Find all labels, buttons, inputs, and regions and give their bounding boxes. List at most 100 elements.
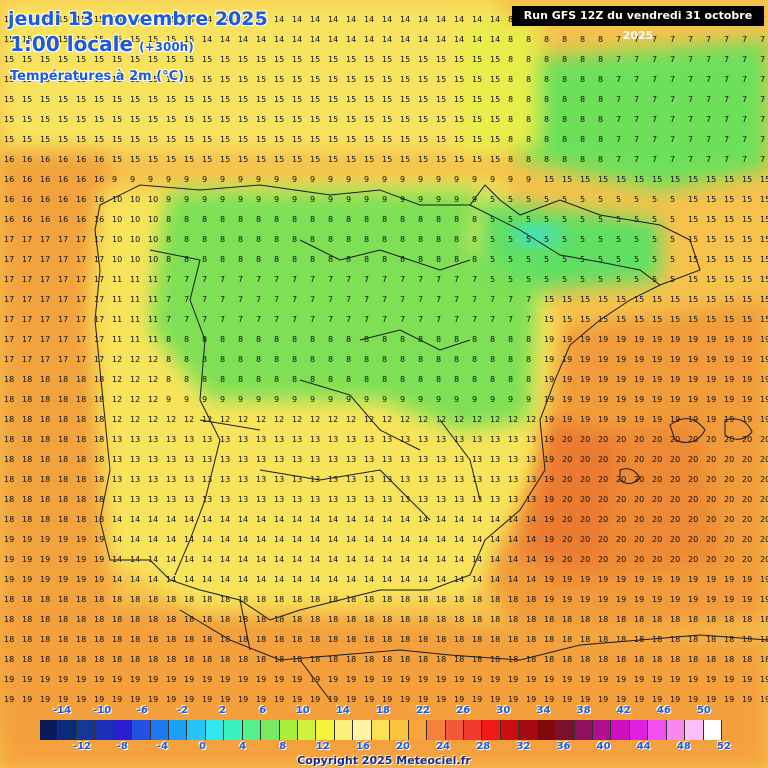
grid-temperature: 13 [526,475,536,484]
grid-temperature: 18 [688,655,698,664]
grid-temperature: 7 [652,35,657,44]
grid-temperature: 8 [400,215,405,224]
grid-temperature: 18 [22,395,32,404]
grid-temperature: 8 [472,255,477,264]
grid-temperature: 14 [400,575,410,584]
grid-temperature: 18 [724,615,734,624]
grid-temperature: 13 [130,435,140,444]
grid-temperature: 15 [94,15,104,24]
grid-temperature: 14 [148,555,158,564]
grid-temperature: 17 [4,255,14,264]
grid-temperature: 17 [76,315,86,324]
forecast-time: 1:00 locale (+300h) [10,32,194,56]
grid-temperature: 15 [94,35,104,44]
grid-temperature: 18 [58,595,68,604]
grid-temperature: 8 [526,135,531,144]
grid-temperature: 15 [112,35,122,44]
grid-temperature: 7 [706,115,711,124]
grid-temperature: 7 [616,155,621,164]
grid-temperature: 19 [760,355,768,364]
grid-temperature: 17 [4,335,14,344]
grid-temperature: 13 [328,495,338,504]
grid-temperature: 7 [670,75,675,84]
grid-temperature: 15 [472,115,482,124]
grid-temperature: 19 [634,395,644,404]
grid-temperature: 8 [382,215,387,224]
grid-temperature: 9 [472,395,477,404]
grid-temperature: 18 [76,415,86,424]
grid-temperature: 10 [148,235,158,244]
grid-temperature: 18 [94,435,104,444]
grid-temperature: 19 [472,695,482,704]
grid-temperature: 8 [598,75,603,84]
grid-temperature: 15 [76,115,86,124]
grid-temperature: 7 [616,115,621,124]
grid-temperature: 5 [490,255,495,264]
grid-temperature: 17 [94,335,104,344]
legend-swatch [611,720,630,740]
grid-temperature: 15 [400,135,410,144]
grid-temperature: 20 [598,555,608,564]
grid-temperature: 14 [166,535,176,544]
grid-temperature: 18 [580,635,590,644]
grid-temperature: 8 [526,75,531,84]
legend-swatch [648,720,667,740]
grid-temperature: 15 [328,75,338,84]
grid-temperature: 15 [382,55,392,64]
legend-label-bottom: 28 [476,741,491,752]
grid-temperature: 13 [346,475,356,484]
grid-temperature: 9 [418,175,423,184]
grid-temperature: 19 [580,675,590,684]
grid-temperature: 12 [328,415,338,424]
grid-temperature: 15 [130,55,140,64]
grid-temperature: 14 [508,575,518,584]
grid-temperature: 13 [310,435,320,444]
grid-temperature: 15 [184,135,194,144]
grid-temperature: 7 [418,275,423,284]
grid-temperature: 12 [130,355,140,364]
legend-label-top: -14 [53,705,72,716]
grid-temperature: 15 [58,75,68,84]
grid-temperature: 7 [742,135,747,144]
grid-temperature: 19 [94,555,104,564]
grid-temperature: 8 [526,55,531,64]
grid-temperature: 19 [688,375,698,384]
grid-temperature: 8 [436,355,441,364]
grid-temperature: 8 [346,255,351,264]
grid-temperature: 14 [526,555,536,564]
grid-temperature: 8 [508,55,513,64]
grid-temperature: 7 [436,275,441,284]
grid-temperature: 7 [202,315,207,324]
grid-temperature: 15 [148,55,158,64]
grid-temperature: 19 [58,575,68,584]
legend-label-top: 46 [656,705,671,716]
grid-temperature: 17 [94,295,104,304]
grid-temperature: 8 [220,235,225,244]
grid-temperature: 7 [454,315,459,324]
grid-temperature: 15 [292,75,302,84]
grid-temperature: 19 [598,355,608,364]
grid-temperature: 18 [184,595,194,604]
grid-temperature: 18 [310,595,320,604]
grid-temperature: 20 [724,555,734,564]
grid-temperature: 14 [310,515,320,524]
grid-temperature: 20 [742,455,752,464]
grid-temperature: 16 [76,195,86,204]
grid-temperature: 18 [112,655,122,664]
grid-temperature: 12 [274,415,284,424]
grid-temperature: 7 [634,55,639,64]
grid-temperature: 18 [310,635,320,644]
grid-temperature: 14 [364,15,374,24]
grid-temperature: 9 [382,175,387,184]
grid-temperature: 9 [220,195,225,204]
grid-temperature: 19 [58,695,68,704]
grid-temperature: 15 [166,35,176,44]
grid-temperature: 7 [328,295,333,304]
grid-temperature: 9 [220,175,225,184]
grid-temperature: 15 [40,95,50,104]
grid-temperature: 19 [472,675,482,684]
grid-temperature: 7 [760,155,765,164]
grid-temperature: 13 [112,475,122,484]
legend-swatch [169,720,188,740]
grid-temperature: 17 [58,235,68,244]
